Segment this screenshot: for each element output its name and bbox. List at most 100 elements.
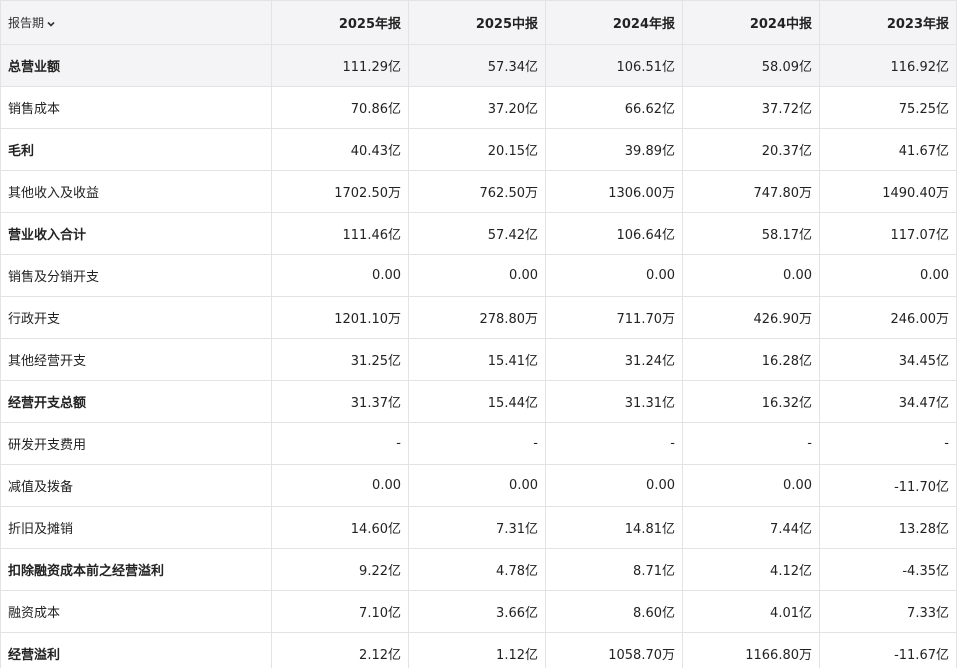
cell-value: 0.00	[682, 254, 820, 297]
row-label: 总营业额	[0, 44, 272, 87]
cell-value: 0.00	[271, 464, 409, 507]
cell-value: 3.66亿	[408, 590, 546, 633]
column-header: 2024中报	[682, 0, 820, 45]
cell-value: 2.12亿	[271, 632, 409, 668]
cell-value: 426.90万	[682, 296, 820, 339]
column-header: 2025中报	[408, 0, 546, 45]
cell-value: 31.37亿	[271, 380, 409, 423]
cell-value: 1201.10万	[271, 296, 409, 339]
cell-value: 0.00	[271, 254, 409, 297]
table-row: 扣除融资成本前之经营溢利 9.22亿 4.78亿 8.71亿 4.12亿 -4.35亿	[0, 548, 957, 591]
cell-value: 41.67亿	[819, 128, 957, 171]
chevron-icon[interactable]	[46, 19, 56, 29]
period-label[interactable]: 报告期	[8, 16, 45, 30]
cell-value: 4.01亿	[682, 590, 820, 633]
table-row: 经营溢利 2.12亿 1.12亿 1058.70万 1166.80万 -11.67亿	[0, 632, 957, 668]
cell-value: 1702.50万	[271, 170, 409, 213]
cell-value: 58.09亿	[682, 44, 820, 87]
cell-value: 1490.40万	[819, 170, 957, 213]
cell-value: 106.64亿	[545, 212, 683, 255]
table-row: 其他经营开支 31.25亿 15.41亿 31.24亿 16.28亿 34.45亿	[0, 338, 957, 381]
cell-value: 34.47亿	[819, 380, 957, 423]
cell-value: 39.89亿	[545, 128, 683, 171]
cell-value: 14.81亿	[545, 506, 683, 549]
table-body: 总营业额 111.29亿 57.34亿 106.51亿 58.09亿 116.92亿 销售成…	[0, 44, 957, 668]
cell-value: 15.41亿	[408, 338, 546, 381]
cell-value: 75.25亿	[819, 86, 957, 129]
cell-value: 15.44亿	[408, 380, 546, 423]
row-label: 销售成本	[0, 86, 272, 129]
row-label: 折旧及摊销	[0, 506, 272, 549]
period-selector[interactable]: 报告期	[0, 0, 272, 45]
cell-value: 9.22亿	[271, 548, 409, 591]
row-label: 营业收入合计	[0, 212, 272, 255]
cell-value: -	[682, 422, 820, 465]
table-row: 销售成本 70.86亿 37.20亿 66.62亿 37.72亿 75.25亿	[0, 86, 957, 129]
cell-value: 14.60亿	[271, 506, 409, 549]
cell-value: 57.42亿	[408, 212, 546, 255]
table-row: 营业收入合计 111.46亿 57.42亿 106.64亿 58.17亿 117.07亿	[0, 212, 957, 255]
cell-value: -4.35亿	[819, 548, 957, 591]
cell-value: 16.28亿	[682, 338, 820, 381]
header-row: 报告期 2025年报 2025中报 2024年报 2024中报 2023年报	[0, 0, 957, 45]
cell-value: 16.32亿	[682, 380, 820, 423]
cell-value: 747.80万	[682, 170, 820, 213]
table-row: 销售及分销开支 0.00 0.00 0.00 0.00 0.00	[0, 254, 957, 297]
cell-value: 20.15亿	[408, 128, 546, 171]
cell-value: 1.12亿	[408, 632, 546, 668]
cell-value: -	[819, 422, 957, 465]
row-label: 其他经营开支	[0, 338, 272, 381]
cell-value: 4.78亿	[408, 548, 546, 591]
cell-value: -	[545, 422, 683, 465]
table-row: 毛利 40.43亿 20.15亿 39.89亿 20.37亿 41.67亿	[0, 128, 957, 171]
cell-value: 4.12亿	[682, 548, 820, 591]
row-label: 毛利	[0, 128, 272, 171]
table-row: 减值及拨备 0.00 0.00 0.00 0.00 -11.70亿	[0, 464, 957, 507]
table-row: 总营业额 111.29亿 57.34亿 106.51亿 58.09亿 116.92亿	[0, 44, 957, 87]
table-row: 经营开支总额 31.37亿 15.44亿 31.31亿 16.32亿 34.47亿	[0, 380, 957, 423]
cell-value: 8.60亿	[545, 590, 683, 633]
cell-value: 31.31亿	[545, 380, 683, 423]
cell-value: 66.62亿	[545, 86, 683, 129]
cell-value: 117.07亿	[819, 212, 957, 255]
table-row: 研发开支费用 - - - - -	[0, 422, 957, 465]
cell-value: 37.72亿	[682, 86, 820, 129]
cell-value: -	[408, 422, 546, 465]
cell-value: 57.34亿	[408, 44, 546, 87]
table-row: 其他收入及收益 1702.50万 762.50万 1306.00万 747.80万 149…	[0, 170, 957, 213]
table-row: 融资成本 7.10亿 3.66亿 8.60亿 4.01亿 7.33亿	[0, 590, 957, 633]
column-header: 2025年报	[271, 0, 409, 45]
cell-value: 0.00	[682, 464, 820, 507]
cell-value: 7.33亿	[819, 590, 957, 633]
cell-value: 7.44亿	[682, 506, 820, 549]
row-label: 经营开支总额	[0, 380, 272, 423]
cell-value: 34.45亿	[819, 338, 957, 381]
row-label: 销售及分销开支	[0, 254, 272, 297]
cell-value: -11.67亿	[819, 632, 957, 668]
cell-value: 111.29亿	[271, 44, 409, 87]
row-label: 行政开支	[0, 296, 272, 339]
cell-value: 8.71亿	[545, 548, 683, 591]
cell-value: 31.24亿	[545, 338, 683, 381]
cell-value: 0.00	[545, 254, 683, 297]
cell-value: 1058.70万	[545, 632, 683, 668]
row-label: 减值及拨备	[0, 464, 272, 507]
cell-value: 0.00	[408, 464, 546, 507]
cell-value: 1306.00万	[545, 170, 683, 213]
table-row: 折旧及摊销 14.60亿 7.31亿 14.81亿 7.44亿 13.28亿	[0, 506, 957, 549]
cell-value: 0.00	[545, 464, 683, 507]
cell-value: 37.20亿	[408, 86, 546, 129]
cell-value: 246.00万	[819, 296, 957, 339]
row-label: 其他收入及收益	[0, 170, 272, 213]
cell-value: 0.00	[819, 254, 957, 297]
cell-value: 40.43亿	[271, 128, 409, 171]
cell-value: -11.70亿	[819, 464, 957, 507]
table-row: 行政开支 1201.10万 278.80万 711.70万 426.90万 246.00万	[0, 296, 957, 339]
column-header: 2023年报	[819, 0, 957, 45]
cell-value: 1166.80万	[682, 632, 820, 668]
cell-value: 31.25亿	[271, 338, 409, 381]
cell-value: 7.10亿	[271, 590, 409, 633]
column-header: 2024年报	[545, 0, 683, 45]
